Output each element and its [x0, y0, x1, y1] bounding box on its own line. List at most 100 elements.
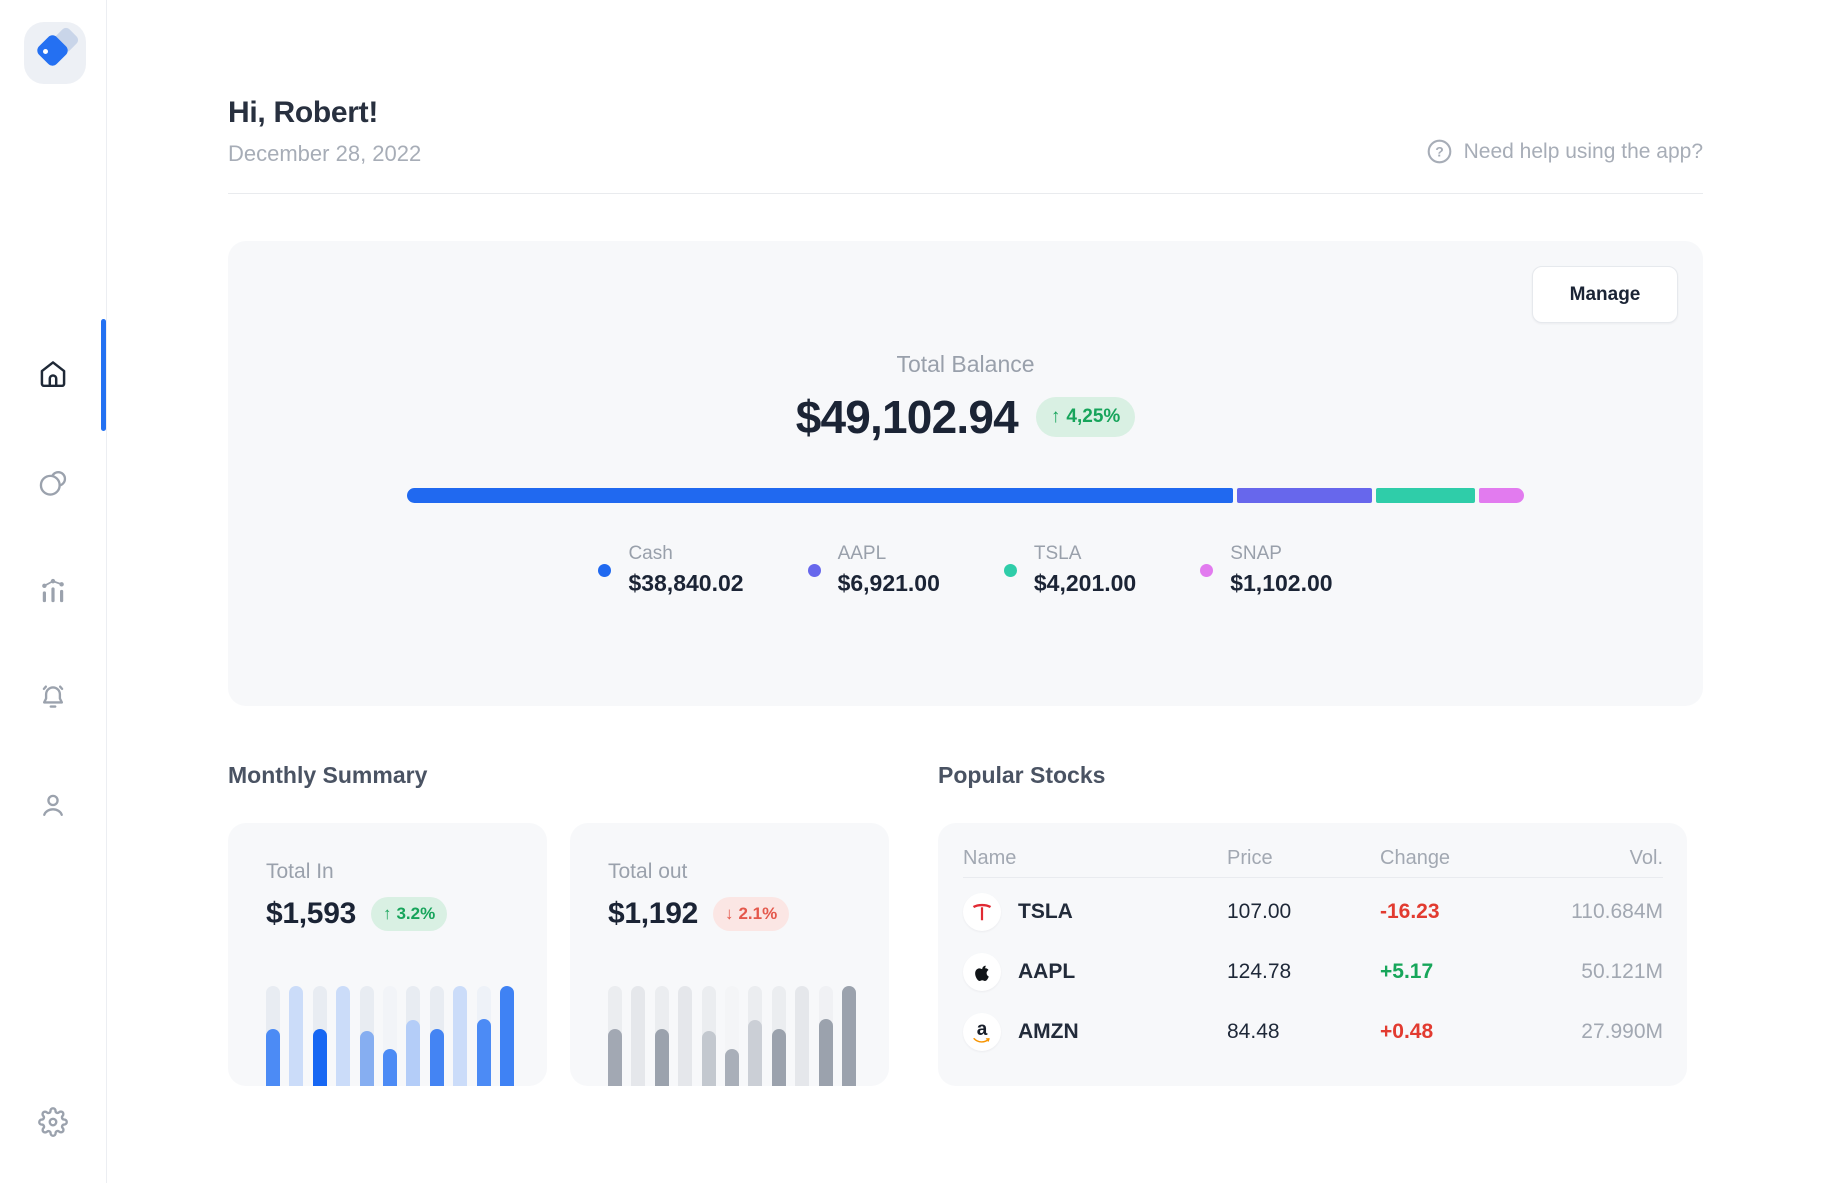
balance-change-value: 4,25%: [1066, 406, 1121, 427]
chart-bar: [499, 986, 514, 1086]
total-in-card: Total In $1,593 ↑ 3.2%: [228, 823, 547, 1086]
column-change: Change: [1380, 846, 1451, 869]
stock-row[interactable]: AAPL 124.78 +5.17 50.121M: [963, 942, 1663, 1002]
app-logo[interactable]: [24, 22, 86, 84]
chart-bar: [748, 986, 763, 1086]
current-date: December 28, 2022: [228, 141, 422, 166]
legend-label: Cash: [628, 543, 673, 564]
total-in-chart: [266, 986, 514, 1086]
chart-bar: [429, 986, 444, 1086]
help-label: Need help using the app?: [1463, 139, 1703, 163]
total-out-change-badge: ↓ 2.1%: [712, 897, 790, 931]
popular-stocks-card: Name Price Change Vol. TSLA 107.00 -16.2…: [938, 823, 1687, 1086]
chart-bar: [382, 986, 397, 1086]
total-in-value: $1,593: [266, 897, 356, 930]
chart-bar: [771, 986, 786, 1086]
arrow-down-icon: ↓: [724, 904, 734, 923]
balance-legend: Cash $38,840.02 AAPL $6,921.00 TSLA $4,2…: [228, 543, 1703, 597]
chart-bar: [795, 986, 810, 1086]
chart-bar: [631, 986, 646, 1086]
sidebar-item-portfolio[interactable]: [31, 461, 75, 505]
popular-stocks-section: Popular Stocks Name Price Change Vol. TS…: [938, 762, 1687, 1086]
total-in-change-value: 3.2%: [396, 904, 436, 923]
allocation-segment-cash: [407, 488, 1233, 503]
stock-volume: 27.990M: [1581, 1020, 1663, 1043]
chart-bar: [266, 986, 280, 1086]
chart-bar: [608, 986, 622, 1086]
chart-bar: [701, 986, 716, 1086]
sidebar-item-notifications[interactable]: [31, 675, 75, 719]
total-out-card: Total out $1,192 ↓ 2.1%: [570, 823, 889, 1086]
stock-symbol: AMZN: [1018, 1020, 1079, 1043]
stock-change: -16.23: [1380, 900, 1440, 923]
amazon-logo: a: [963, 1013, 1001, 1051]
total-out-change-value: 2.1%: [738, 904, 778, 923]
allocation-bar: [407, 488, 1524, 503]
tesla-logo: [963, 893, 1001, 931]
question-circle-icon: ?: [1427, 139, 1451, 164]
active-nav-indicator: [101, 319, 106, 431]
column-name: Name: [963, 846, 1017, 869]
bar-chart-icon: [42, 578, 64, 603]
stock-price: 107.00: [1227, 900, 1292, 923]
chart-bar: [476, 986, 491, 1086]
total-in-label: Total In: [266, 860, 334, 883]
stock-change: +0.48: [1380, 1020, 1434, 1043]
allocation-segment-aapl: [1236, 488, 1373, 503]
allocation-segment-snap: [1479, 488, 1524, 503]
chart-bar: [841, 986, 856, 1086]
legend-dot: [598, 563, 612, 577]
stock-volume: 50.121M: [1581, 960, 1663, 983]
table-divider: [963, 877, 1663, 878]
gear-icon: [38, 1107, 68, 1137]
arrow-up-icon: ↑: [1050, 406, 1061, 427]
column-vol: Vol.: [1629, 846, 1663, 869]
chart-bar: [818, 986, 833, 1086]
stock-change: +5.17: [1380, 960, 1434, 983]
legend-label: TSLA: [1033, 543, 1082, 564]
donut-chart-icon: [39, 471, 67, 496]
monthly-summary-section: Monthly Summary Total In $1,593 ↑ 3.2%: [228, 762, 890, 1086]
bottom-section: Monthly Summary Total In $1,593 ↑ 3.2%: [228, 762, 1703, 1086]
apple-logo: [963, 953, 1001, 991]
arrow-up-icon: ↑: [382, 904, 392, 923]
sidebar: [0, 0, 107, 1183]
svg-text:?: ?: [1435, 143, 1444, 159]
bell-icon: [42, 685, 64, 708]
stock-row[interactable]: TSLA 107.00 -16.23 110.684M: [963, 882, 1663, 942]
balance-change-badge: ↑ 4,25%: [1035, 397, 1136, 437]
legend-label: SNAP: [1230, 543, 1282, 564]
balance-amount: $49,102.94: [795, 391, 1019, 443]
chart-bar: [453, 986, 468, 1086]
sidebar-item-settings[interactable]: [31, 1100, 75, 1144]
legend-item: Cash $38,840.02: [598, 543, 744, 597]
monthly-summary-title: Monthly Summary: [228, 762, 428, 788]
allocation-segment-tsla: [1376, 488, 1476, 503]
stock-price: 84.48: [1227, 1020, 1280, 1043]
header-divider: [228, 193, 1703, 194]
sidebar-item-analytics[interactable]: [31, 568, 75, 612]
page-header: Hi, Robert! December 28, 2022 ? Need hel…: [228, 96, 1703, 167]
legend-dot: [1200, 563, 1214, 577]
stock-volume: 110.684M: [1571, 900, 1663, 923]
column-price: Price: [1227, 846, 1273, 869]
user-icon: [43, 794, 63, 817]
balance-title: Total Balance: [896, 351, 1035, 377]
chart-bar: [336, 986, 351, 1086]
legend-label: AAPL: [837, 543, 887, 564]
total-in-change-badge: ↑ 3.2%: [370, 897, 448, 931]
legend-dot: [1003, 563, 1017, 577]
legend-value: $38,840.02: [628, 570, 744, 596]
stocks-table-body: TSLA 107.00 -16.23 110.684M AAPL 124.78 …: [963, 882, 1663, 1062]
chart-bar: [654, 986, 669, 1086]
legend-value: $1,102.00: [1230, 570, 1333, 596]
sidebar-item-profile[interactable]: [31, 783, 75, 827]
help-link[interactable]: ? Need help using the app?: [1426, 138, 1703, 165]
stock-row[interactable]: a AMZN 84.48 +0.48 27.990M: [963, 1002, 1663, 1062]
total-out-chart: [608, 986, 856, 1086]
manage-button[interactable]: Manage: [1532, 266, 1678, 323]
popular-stocks-title: Popular Stocks: [938, 762, 1106, 788]
stocks-table-header: Name Price Change Vol.: [963, 839, 1663, 877]
sidebar-item-home[interactable]: [31, 352, 75, 396]
